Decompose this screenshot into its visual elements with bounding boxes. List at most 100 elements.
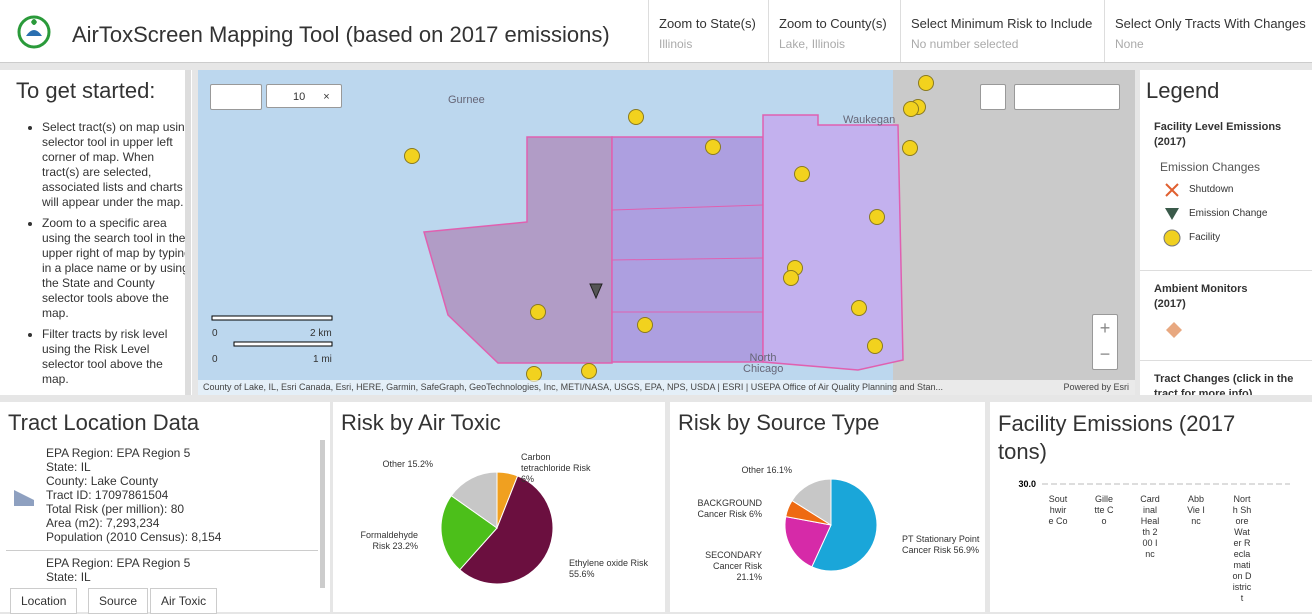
legend-item: Emission Change [1189,208,1268,219]
legend-section: Facility Level Emissions (2017) [1154,121,1282,148]
monitor-symbol [1166,322,1182,338]
place-label: Waukegan [843,114,896,126]
legend-section: Tract Changes (click in the tract for mo… [1154,373,1294,395]
facility-marker[interactable] [869,209,885,225]
pie-slice [450,471,498,529]
attribution: County of Lake, IL, Esri Canada, Esri, H… [198,380,1135,395]
panel-title: Tract Location Data [8,410,200,435]
facility-marker[interactable] [794,166,810,182]
x-tick-label: Cardinal Health 200 Inc [1140,494,1160,559]
facility-marker[interactable] [628,109,644,125]
scale-label: 2 km [310,328,332,339]
tract-panel: Tract Location Data EPA Region: EPA Regi… [0,402,330,612]
tract-record[interactable]: EPA Region: EPA Region 5 State: IL County:… [46,446,316,548]
legend: Legend Facility Level Emissions (2017) E… [1140,70,1312,395]
epa-logo [17,15,51,49]
scale-bar [211,315,333,347]
facility-marker[interactable] [783,270,799,286]
sidebar-title: To get started: [16,78,156,103]
filter-label: Zoom to County(s) [779,16,887,31]
record-line: Area (m2): 7,293,234 [46,516,160,530]
pie-slice [440,494,498,571]
bullet-list: Select tract(s) on map using selector to… [16,120,192,393]
slice-label: Ethylene oxide Risk 55.6% [569,558,649,580]
powered-by: Powered by Esri [1063,382,1129,392]
x-tick-label: Gillette Co [1094,494,1114,526]
tract[interactable] [423,136,613,364]
slice-value: 56.9% [953,545,980,555]
map-tools[interactable] [1014,84,1120,110]
record-line: Tract ID: 17097861504 [46,488,169,502]
tract[interactable] [611,136,764,363]
facility-marker[interactable] [581,363,597,379]
facility-marker[interactable] [705,139,721,155]
facility-marker[interactable] [903,101,919,117]
slice-name: PT Stationary Point Cancer Risk [902,534,980,555]
scale-label: 1 mi [313,354,332,365]
scale-label: 0 [212,328,218,339]
scrollbar[interactable] [320,440,325,588]
slice-label: Other 15.2% [373,459,433,470]
slice-label: SECONDARY Cancer Risk 21.1% [690,550,762,583]
slice-name: Other [382,459,405,469]
facility-marker[interactable] [902,140,918,156]
facility-marker[interactable] [404,148,420,164]
facility-marker[interactable] [851,300,867,316]
scale-label: 0 [212,354,218,365]
tab[interactable]: Source [88,588,149,614]
tract[interactable] [762,114,904,371]
filter-dropdown[interactable]: Select Minimum Risk to Include No number … [900,0,1104,62]
x-tick-label: Southwire Co [1048,494,1068,526]
filter-dropdown[interactable]: Select Only Tracts With Changes None [1104,0,1312,62]
tract-record[interactable]: EPA Region: EPA Region 5 State: IL [46,556,316,582]
filter-dropdown[interactable]: Zoom to State(s) Illinois [648,0,768,62]
record-line: State: IL [46,570,91,582]
legend-subtitle: Emission Changes [1160,160,1261,174]
pie-slice [811,478,878,572]
panel-title: Facility Emissions (2017 tons) [998,411,1236,464]
y-tick-label: 30.0 [1018,479,1036,489]
slice-value: 16.1% [766,465,792,475]
pie-chart [784,478,878,572]
emission-change-marker[interactable] [589,283,603,300]
sidebar: To get started: Select tract(s) on map u… [0,70,192,395]
slice-name: Other [741,465,764,475]
slice-label: Carbon tetrachloride Risk 6% [521,452,591,485]
divider [6,550,318,551]
zoom-controls[interactable]: + − [1092,314,1118,370]
count: 10 [293,91,306,103]
place-label: Gurnee [448,94,485,106]
slice-name: BACKGROUND Cancer Risk [697,498,762,519]
slice-label: BACKGROUND Cancer Risk 6% [680,498,762,520]
tract-border [611,204,764,211]
facility-marker[interactable] [530,304,546,320]
chart-panel: Facility Emissions (2017 tons) 30.0 Southw… [990,402,1312,612]
tab[interactable]: Location [10,588,78,614]
x-tick-label: North Shore Water Reclamation District [1232,494,1252,603]
slice-name: Formaldehyde Risk [360,530,418,551]
search-button[interactable] [980,84,1006,110]
slice-value: 6% [748,509,762,519]
facility-marker[interactable] [918,75,934,91]
filter-dropdown[interactable]: Zoom to County(s) Lake, Illinois [768,0,900,62]
filter-label: Select Minimum Risk to Include [911,16,1093,31]
scrollbar[interactable] [185,70,191,395]
slice-value: 23.2% [392,541,418,551]
slice-label: Formaldehyde Risk 23.2% [353,530,418,552]
map-canvas [211,70,1135,395]
pie-slice [458,475,554,585]
facility-marker[interactable] [867,338,883,354]
map[interactable]: Gurnee Waukegan North Chicago 0 2 km 0 1… [198,70,1135,395]
selection-count[interactable]: 10 × [266,84,342,108]
slice-name: Ethylene oxide Risk [569,558,649,568]
tab[interactable]: Air Toxic [150,588,218,614]
slice-name: Carbon tetrachloride Risk [521,452,591,473]
filter-value: Illinois [659,37,693,51]
filter-label: Zoom to State(s) [659,16,756,31]
pie-chart [440,471,554,585]
select-tool[interactable] [210,84,262,110]
x-tick-label: AbbVie Inc [1187,494,1205,526]
facility-marker[interactable] [637,317,653,333]
filter-value: Lake, Illinois [779,37,846,51]
filter-label: Select Only Tracts With Changes [1115,16,1306,31]
